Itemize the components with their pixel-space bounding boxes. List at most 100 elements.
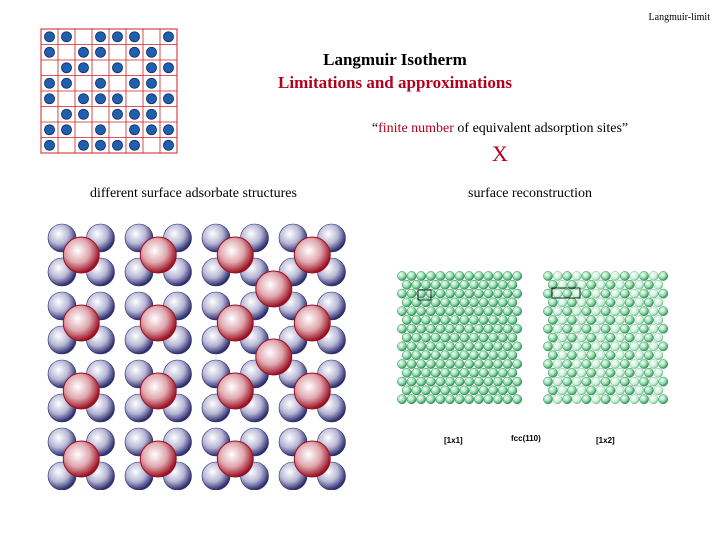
adsorbed-site <box>44 31 55 43</box>
adsorbate-atom <box>293 372 331 410</box>
surface-atom <box>591 341 601 352</box>
surface-atom <box>543 341 553 352</box>
surface-atom <box>586 350 597 361</box>
surface-atom <box>586 279 597 290</box>
surface-atom <box>595 367 606 378</box>
surface-atom <box>576 279 587 290</box>
surface-atom <box>507 279 518 290</box>
surface-atom <box>567 367 577 378</box>
surface-atom <box>421 315 431 325</box>
surface-atom <box>478 297 489 308</box>
surface-atom <box>643 315 654 325</box>
surface-atom <box>629 323 640 334</box>
surface-atom <box>557 332 568 343</box>
surface-atom <box>567 279 577 290</box>
adsorbed-site <box>95 31 106 43</box>
surface-atom <box>502 359 513 369</box>
surface-atom <box>421 367 431 378</box>
surface-atom <box>397 288 407 299</box>
adsorbed-site <box>129 46 140 58</box>
surface-atom <box>430 279 441 290</box>
surface-atom <box>488 367 499 378</box>
adsorbed-site <box>95 124 106 136</box>
surface-atom <box>571 376 582 387</box>
surface-atom <box>512 271 523 281</box>
surface-atom <box>581 306 592 317</box>
surface-atom <box>493 306 503 317</box>
adsorbed-site <box>146 77 157 89</box>
surface-atom <box>629 306 640 317</box>
surface-atom <box>507 350 518 361</box>
surface-atom <box>445 288 455 299</box>
adsorbed-site <box>146 93 157 105</box>
surface-atom <box>425 394 436 405</box>
surface-atom <box>619 323 630 334</box>
surface-atom <box>497 315 508 325</box>
surface-atom <box>624 297 635 308</box>
surface-atom <box>581 323 592 334</box>
surface-atom <box>483 288 494 299</box>
adsorbate-atom <box>293 304 331 342</box>
adsorbate-structure-image <box>47 223 346 490</box>
adsorbate-atom <box>293 236 331 274</box>
surface-atom <box>416 271 427 281</box>
surface-atom <box>571 394 582 405</box>
surface-atom <box>478 385 489 396</box>
surface-atom <box>416 288 427 299</box>
surface-atom <box>557 350 568 361</box>
adsorbed-site <box>61 31 72 43</box>
surface-atom <box>619 341 630 352</box>
surface-atom <box>512 323 523 334</box>
surface-atom <box>435 341 446 352</box>
surface-atom <box>464 394 475 405</box>
surface-atom <box>435 323 446 334</box>
surface-atom <box>488 315 499 325</box>
surface-atom <box>629 341 640 352</box>
label-fcc110: fcc(110) <box>511 434 541 443</box>
adsorbed-site <box>61 108 72 120</box>
unit-cell-1x1 <box>417 289 432 301</box>
adsorbed-site <box>163 139 174 151</box>
adsorbed-site <box>129 124 140 136</box>
surface-atom <box>586 315 597 325</box>
surface-atom <box>562 341 573 352</box>
surface-atom <box>421 350 431 361</box>
surface-atom <box>615 297 625 308</box>
surface-atom <box>629 376 640 387</box>
surface-atom <box>459 279 470 290</box>
surface-atom <box>502 288 513 299</box>
surface-atom <box>488 332 499 343</box>
surface-atom <box>493 394 503 405</box>
surface-atom <box>507 367 518 378</box>
surface-atom <box>639 288 649 299</box>
surface-atom <box>658 288 668 299</box>
surface-atom <box>512 341 523 352</box>
surface-atom <box>483 323 494 334</box>
surface-atom <box>567 350 577 361</box>
surface-atom <box>543 359 553 369</box>
surface-atom <box>567 385 577 396</box>
surface-atom <box>488 279 499 290</box>
surface-atom <box>473 288 484 299</box>
surface-atom <box>639 341 649 352</box>
surface-atom <box>562 288 573 299</box>
adsorbed-site <box>112 62 123 74</box>
adsorbed-site <box>163 62 174 74</box>
surface-atom <box>634 297 645 308</box>
surface-atom <box>449 385 460 396</box>
surface-atom <box>624 315 635 325</box>
adsorbate-atom <box>62 236 100 274</box>
surface-atom <box>552 306 563 317</box>
adsorbate-atom <box>255 270 293 308</box>
surface-atom <box>397 359 407 369</box>
surface-atom <box>543 394 553 405</box>
surface-atom <box>512 306 523 317</box>
surface-atom <box>488 350 499 361</box>
surface-atom <box>411 297 422 308</box>
surface-atom <box>581 376 592 387</box>
surface-atom <box>571 323 582 334</box>
adsorbed-site <box>112 139 123 151</box>
surface-atom <box>397 341 407 352</box>
surface-atom <box>493 359 503 369</box>
surface-atom <box>615 332 625 343</box>
